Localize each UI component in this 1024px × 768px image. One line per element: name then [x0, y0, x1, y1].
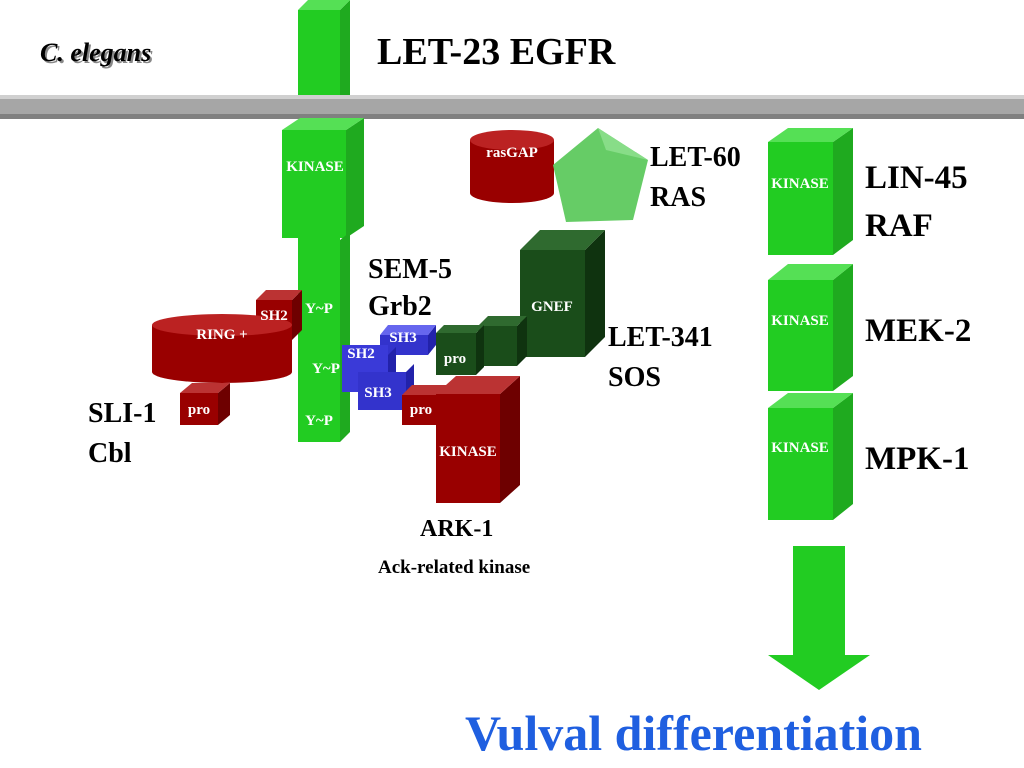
- protein-name: RAS: [650, 182, 706, 213]
- protein-name: Grb2: [368, 291, 432, 322]
- let23-receptor: [282, 0, 364, 442]
- domain-label: KINASE: [771, 440, 829, 456]
- domain-label: RING +: [196, 327, 247, 343]
- sli1: [152, 290, 302, 425]
- protein-name: RAF: [865, 208, 933, 244]
- rasgap: [470, 140, 554, 203]
- protein-name: LET-60: [650, 142, 741, 173]
- membrane-top: [0, 95, 1024, 99]
- domain-label: KINASE: [286, 159, 344, 175]
- protein-name: LET-341: [608, 322, 713, 353]
- rasgap-top: [470, 130, 554, 150]
- domain-label: KINASE: [439, 444, 497, 460]
- membrane-bottom: [0, 114, 1024, 119]
- ark1: [402, 376, 520, 503]
- outcome: Vulval differentiation: [465, 705, 922, 761]
- domain-label: SH3: [364, 385, 392, 401]
- protein-name: SLI-1: [88, 398, 156, 429]
- domain-label: Y~P: [312, 361, 340, 377]
- domain-label: SH2: [260, 308, 288, 324]
- domain-label: pro: [444, 351, 466, 367]
- domain-label: SH2: [347, 346, 375, 362]
- domain-label: Y~P: [305, 413, 333, 429]
- domain-label: KINASE: [771, 176, 829, 192]
- protein-name: LIN-45: [865, 160, 968, 196]
- domain-label: SH3: [389, 330, 417, 346]
- protein-name: ARK-1: [420, 516, 493, 542]
- ras-facet: [598, 128, 648, 160]
- protein-name: Cbl: [88, 438, 132, 469]
- protein-name: SOS: [608, 362, 661, 393]
- domain-label: GNEF: [531, 299, 573, 315]
- ras: [553, 128, 648, 222]
- protein-name: MPK-1: [865, 441, 969, 477]
- let341: [436, 230, 605, 375]
- protein-name: SEM-5: [368, 254, 452, 285]
- species-shadow: C. elegans: [42, 40, 153, 69]
- kinase-cascade: [768, 128, 870, 690]
- domain-label: pro: [410, 402, 432, 418]
- domain-label: KINASE: [771, 313, 829, 329]
- protein-name: MEK-2: [865, 313, 971, 349]
- domain-label: pro: [188, 402, 210, 418]
- domain-label: rasGAP: [486, 145, 538, 161]
- receptor-name: LET-23 EGFR: [377, 31, 616, 73]
- sem5: [342, 325, 436, 410]
- protein-description: Ack-related kinase: [378, 557, 530, 578]
- species: C. elegans: [40, 38, 151, 67]
- domain-label: Y~P: [305, 301, 333, 317]
